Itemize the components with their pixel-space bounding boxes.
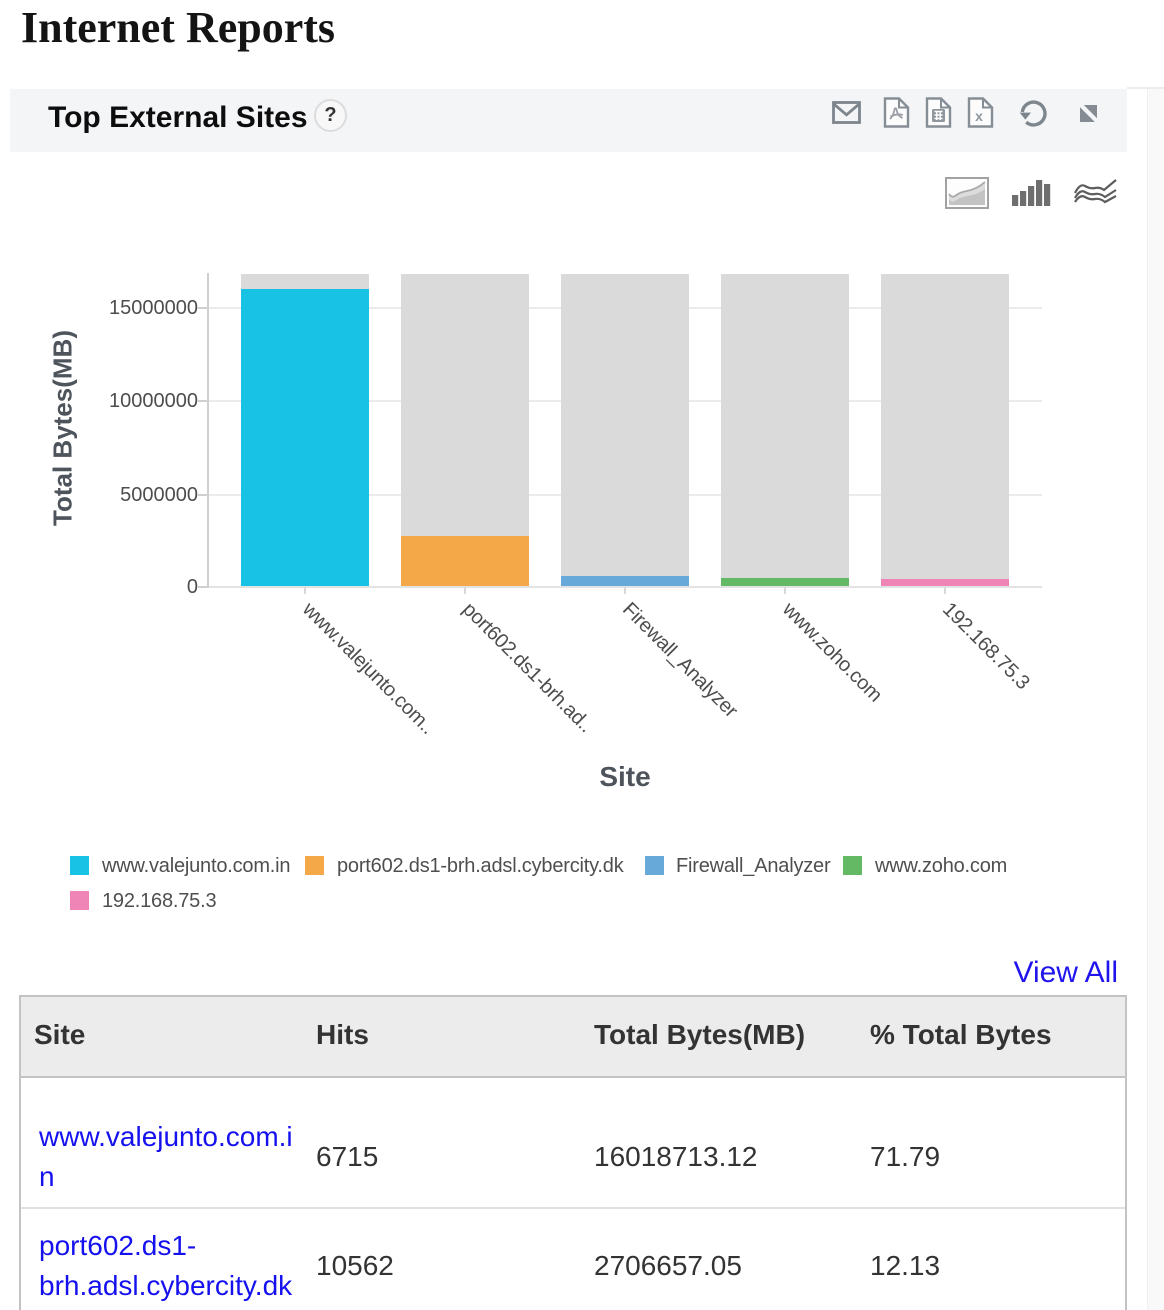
svg-text:x: x [975,108,983,124]
